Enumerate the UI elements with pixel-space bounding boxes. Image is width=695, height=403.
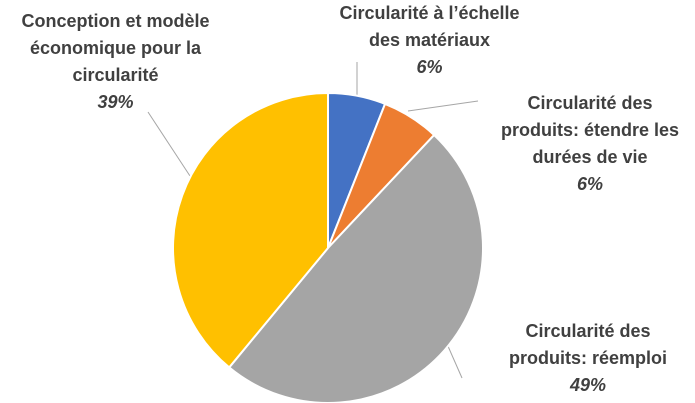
value-label: 6% [416, 57, 443, 77]
category-name: Circularité des produits: réemploi [508, 321, 667, 368]
category-name: Circularité des produits: étendre les du… [500, 93, 680, 167]
value-label: 6% [576, 174, 603, 194]
slice-label: Circularité des produits: étendre les du… [490, 90, 690, 198]
slice-label: Circularité des produits: réemploi 49% [498, 318, 678, 399]
value-label: 39% [97, 92, 134, 112]
leader-line [407, 100, 479, 112]
value-label: 49% [569, 375, 607, 395]
category-name: Conception et modèle économique pour la … [21, 11, 210, 85]
pie-slice [172, 91, 329, 369]
slice-label: Conception et modèle économique pour la … [8, 8, 223, 116]
leader-line [147, 111, 191, 177]
pie-slice [227, 133, 484, 403]
slice-label: Circularité à l’échelle des matériaux 6% [322, 0, 537, 81]
category-name: Circularité à l’échelle des matériaux [339, 3, 520, 50]
